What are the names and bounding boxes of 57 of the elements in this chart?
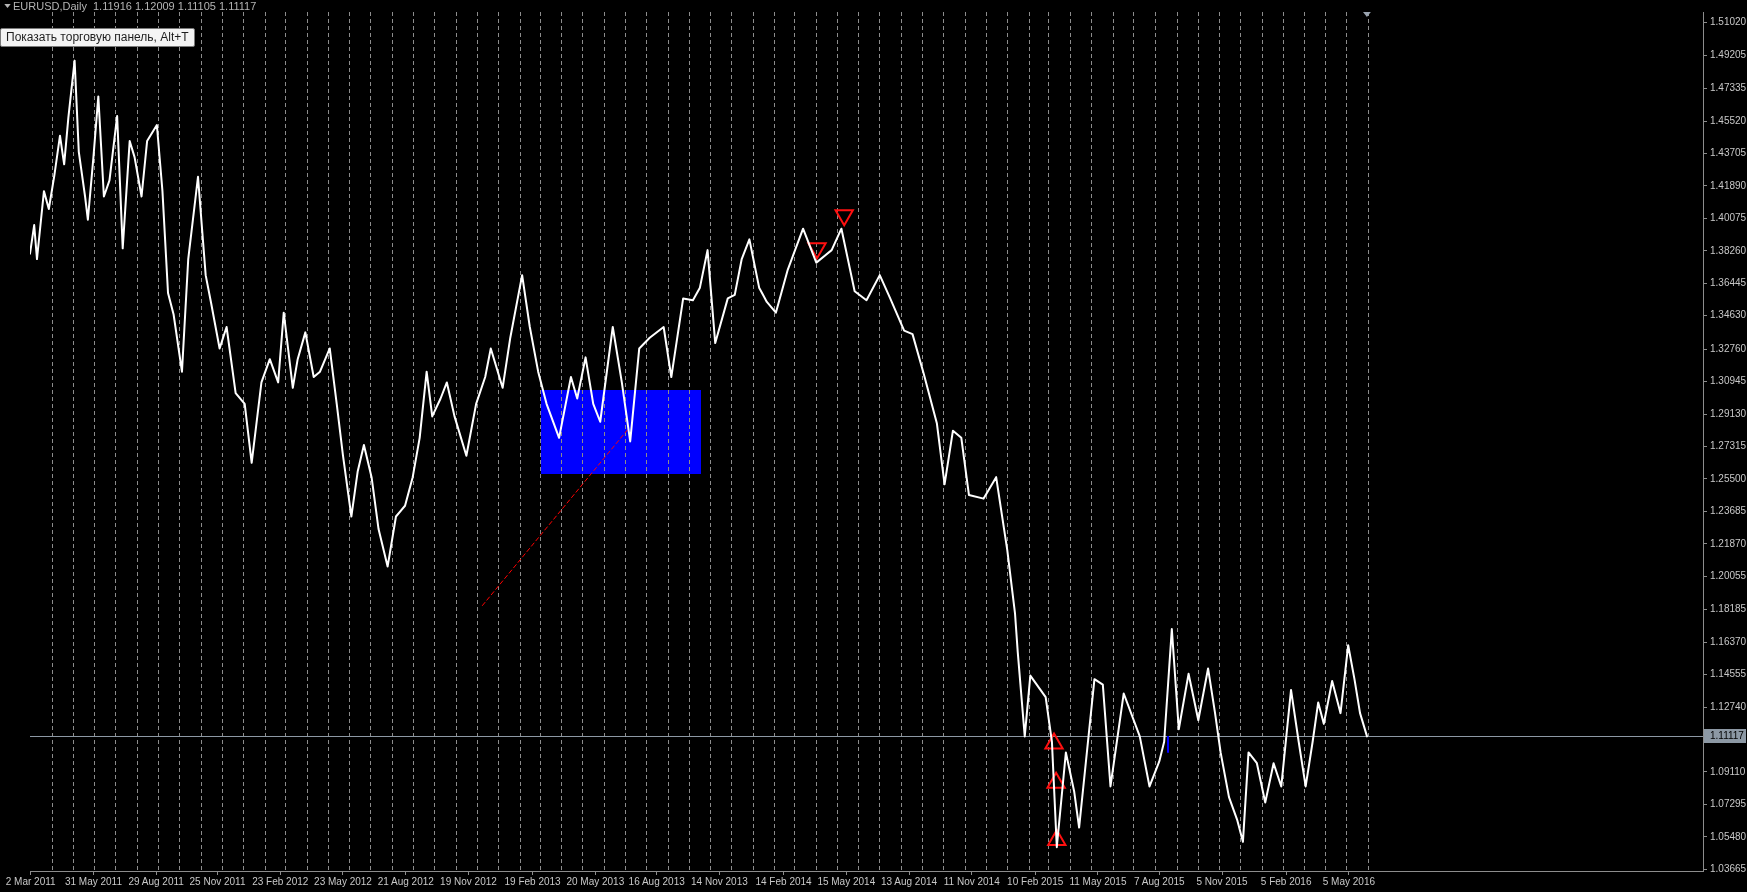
x-tick-label: 23 May 2012 — [314, 875, 373, 887]
y-tick-label: 1.32760 — [1710, 342, 1747, 354]
x-tick-label: 11 Nov 2014 — [943, 875, 1001, 887]
chart-subtitle: 1.11916 1.12009 1.11105 1.11117 — [92, 0, 257, 12]
x-tick-label: 19 Feb 2013 — [504, 875, 562, 887]
y-tick-label: 1.23685 — [1710, 505, 1747, 517]
x-tick-label: 31 May 2011 — [64, 875, 123, 887]
point — [1047, 829, 1067, 847]
x-tick-label: 5 Feb 2016 — [1260, 875, 1312, 887]
x-tick-label: 5 May 2016 — [1322, 875, 1376, 887]
y-tick-label: 1.07295 — [1710, 798, 1747, 810]
y-tick-label: 1.49205 — [1710, 48, 1747, 60]
x-tick-label: 29 Aug 2011 — [128, 875, 185, 887]
y-tick-label: 1.45520 — [1710, 114, 1747, 126]
y-tick-label: 1.43705 — [1710, 147, 1747, 159]
y-tick-label: 1.25500 — [1710, 472, 1747, 484]
y-tick-label: 1.18185 — [1710, 603, 1747, 615]
y-tick-label: 1.30945 — [1710, 375, 1747, 387]
x-tick-label: 19 Nov 2012 — [440, 875, 498, 887]
point — [1046, 771, 1066, 789]
y-tick-label: 1.03665 — [1710, 863, 1747, 875]
y-tick-label: 1.16370 — [1710, 635, 1747, 647]
y-tick-label: 1.20055 — [1710, 570, 1747, 582]
y-tick-label: 1.05480 — [1710, 830, 1747, 842]
x-tick-label: 7 Aug 2015 — [1133, 875, 1186, 887]
y-tick-label: 1.51020 — [1710, 16, 1747, 28]
annotation: Показать торговую панель, Alt+T — [0, 28, 195, 47]
x-tick-label: 10 Feb 2015 — [1007, 875, 1064, 887]
x-tick-label: 11 May 2015 — [1069, 875, 1127, 887]
x-tick-label: 15 May 2014 — [817, 875, 876, 887]
x-tick-label: 14 Feb 2014 — [755, 875, 813, 887]
y-tick-label: 1.40075 — [1710, 212, 1747, 224]
x-tick-label: 2 Mar 2011 — [5, 875, 57, 887]
x-tick-label: 14 Nov 2013 — [691, 875, 749, 887]
y-tick-label: 1.12740 — [1710, 700, 1747, 712]
y-tick-label: 1.41890 — [1710, 179, 1747, 191]
y-tick-label: 1.14555 — [1710, 668, 1747, 680]
chart-title: EURUSD,Daily — [13, 0, 87, 12]
y-tick-label: 1.34630 — [1710, 309, 1747, 321]
point — [807, 242, 827, 260]
y-tick-label: 1.36445 — [1710, 277, 1747, 289]
x-tick-label: 16 Aug 2013 — [628, 875, 686, 887]
y-tick-label: 1.47335 — [1710, 82, 1747, 94]
y-tick-label: 1.38260 — [1710, 244, 1747, 256]
x-tick-label: 21 Aug 2012 — [377, 875, 435, 887]
x-tick-label: 20 May 2013 — [566, 875, 625, 887]
point — [834, 209, 854, 227]
x-tick-label: 25 Nov 2011 — [189, 875, 246, 887]
x-tick-label: 5 Nov 2015 — [1196, 875, 1249, 887]
x-tick-label: 23 Feb 2012 — [252, 875, 309, 887]
y-tick-label: 1.29130 — [1710, 407, 1747, 419]
x-tick-label: 13 Aug 2014 — [880, 875, 938, 887]
ref-line-label: 1.11117 — [1710, 730, 1745, 742]
y-tick-label: 1.21870 — [1710, 537, 1747, 549]
point — [1044, 732, 1064, 750]
y-tick-label: 1.27315 — [1710, 440, 1747, 452]
y-tick-label: 1.09110 — [1710, 765, 1746, 777]
